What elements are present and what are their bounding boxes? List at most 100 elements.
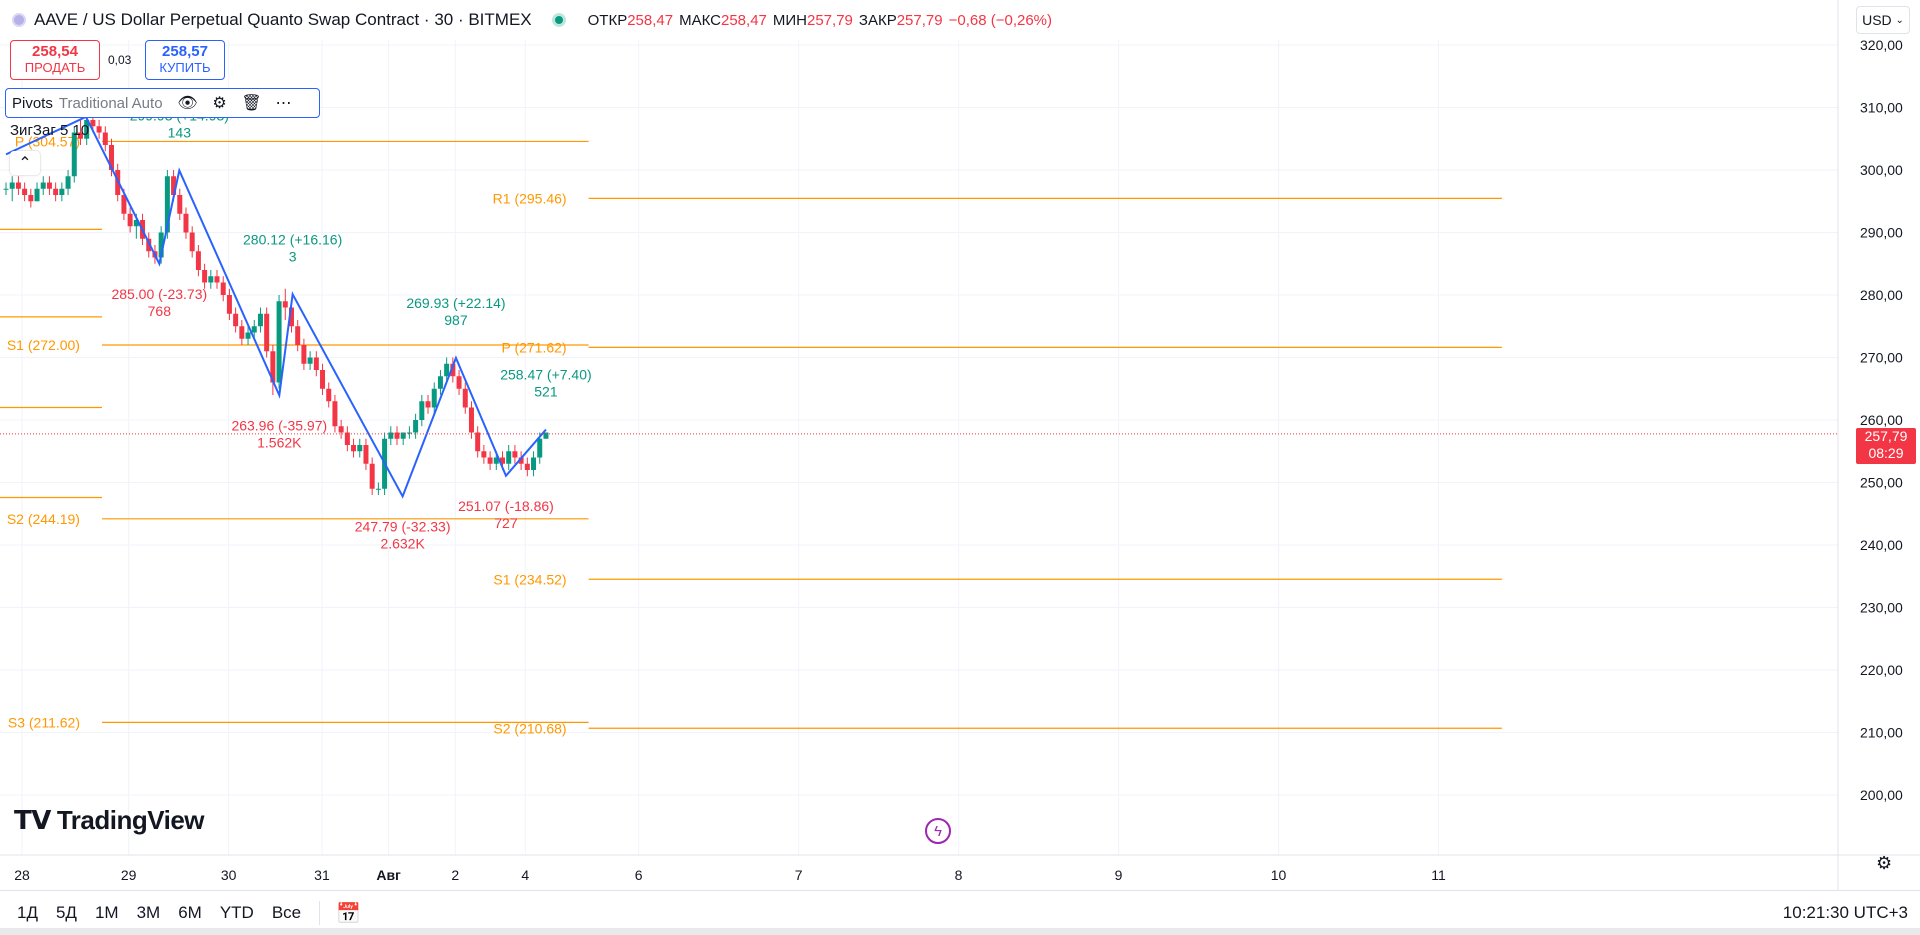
zigzag-volume-label: 727 [494, 515, 518, 531]
collapse-legend-button[interactable]: ⌃ [10, 151, 40, 175]
candle-body [276, 301, 282, 383]
sell-button[interactable]: 258,54 ПРОДАТЬ [10, 40, 100, 80]
last-price-value: 257,79 [1864, 428, 1908, 444]
range-all[interactable]: Все [271, 903, 302, 922]
y-tick-label: 240,00 [1860, 537, 1903, 553]
x-tick-label: 6 [635, 867, 643, 883]
candle-body [357, 445, 363, 452]
candle-body [406, 432, 412, 434]
range-6m[interactable]: 6М [178, 903, 202, 922]
settings-icon[interactable]: ⚙ [212, 95, 227, 112]
x-tick-label: 31 [314, 867, 330, 883]
zigzag-pivot-label: 258.47 (+7.40) [500, 367, 591, 383]
y-tick-label: 320,00 [1860, 37, 1903, 53]
candle-body [307, 357, 313, 364]
candle-body [59, 188, 65, 195]
low-value: 257,79 [807, 11, 853, 29]
tradingview-logo[interactable]: 𝗧𝗩 TradingView [14, 805, 205, 835]
zigzag-pivot-label: 280.12 (+16.16) [243, 231, 342, 247]
pivots-indicator-legend[interactable]: Pivots Traditional Auto 👁 ⚙ 🗑 ⋯ [5, 88, 320, 118]
zigzag-indicator-legend[interactable]: ЗигЗаг 5 10 [10, 122, 90, 139]
countdown-value: 08:29 [1868, 445, 1904, 461]
zigzag-volume-label: 521 [534, 384, 558, 400]
price-chart[interactable]: 320,00310,00300,00290,00280,00270,00260,… [0, 0, 1920, 890]
y-tick-label: 200,00 [1860, 787, 1903, 803]
range-ytd[interactable]: YTD [219, 903, 254, 922]
tradingview-mark-icon: 𝗧𝗩 [14, 805, 51, 835]
candle-body [208, 276, 214, 283]
buy-button[interactable]: 258,57 КУПИТЬ [145, 40, 225, 80]
candle-body [195, 251, 201, 270]
currency-select[interactable]: USD ⌄ [1856, 6, 1910, 34]
pivot-label: R1 (295.46) [493, 190, 567, 206]
y-tick-label: 230,00 [1860, 600, 1903, 616]
pivot-label: S1 (234.52) [493, 571, 566, 587]
y-tick-label: 300,00 [1860, 162, 1903, 178]
zigzag-pivot-label: 285.00 (-23.73) [111, 286, 207, 302]
range-1d[interactable]: 1Д [17, 903, 38, 922]
candle-body [53, 188, 59, 195]
candle-body [146, 238, 152, 252]
candle-body [462, 388, 468, 408]
symbol-title[interactable]: AAVE / US Dollar Perpetual Quanto Swap C… [34, 10, 532, 29]
indicator-name: Pivots [12, 94, 53, 112]
candle-body [388, 432, 394, 439]
clock[interactable]: 10:21:30 UTC+3 [1782, 903, 1908, 922]
candle-body [468, 407, 474, 433]
chart-header: AAVE / US Dollar Perpetual Quanto Swap C… [0, 0, 1850, 40]
trash-icon[interactable]: 🗑 [241, 95, 262, 112]
close-label: ЗАКР [858, 11, 897, 29]
x-tick-label: 4 [521, 867, 529, 883]
pivot-label: S2 (210.68) [493, 720, 566, 736]
bottom-toolbar: 1Д 5Д 1М 3М 6М YTD Все 📅 10:21:30 UTC+3 [0, 890, 1920, 935]
candle-body [183, 213, 189, 233]
zigzag-volume-label: 1.562K [257, 434, 302, 450]
range-3m[interactable]: 3М [136, 903, 161, 922]
horizontal-scrollbar[interactable] [0, 928, 1920, 935]
zigzag-pivot-label: 247.79 (-32.33) [355, 518, 451, 534]
eye-icon[interactable]: 👁 [177, 95, 198, 112]
axis-settings-icon[interactable]: ⚙ [1876, 853, 1893, 873]
candle-body [425, 401, 431, 408]
candle-body [400, 432, 406, 439]
candle-body [282, 301, 288, 308]
lightning-icon[interactable]: ϟ [925, 818, 951, 844]
candle-body [531, 457, 537, 470]
candle-body [189, 232, 195, 252]
candle-body [363, 445, 369, 464]
y-tick-label: 290,00 [1860, 225, 1903, 241]
range-5d[interactable]: 5Д [55, 903, 77, 922]
candle-body [127, 213, 133, 227]
high-value: 258,47 [721, 11, 767, 29]
candle-body [133, 220, 139, 227]
candle-body [28, 195, 34, 202]
candle-body [394, 432, 400, 439]
candle-body [444, 363, 450, 377]
candle-body [506, 451, 512, 464]
candle-body [369, 463, 375, 489]
x-tick-label: 29 [121, 867, 137, 883]
zigzag-pivot-label: 251.07 (-18.86) [458, 498, 554, 514]
pivot-label: P (304.57) [15, 133, 80, 149]
candle-body [518, 457, 524, 464]
candle-body [512, 451, 518, 458]
candle-body [233, 313, 239, 327]
y-tick-label: 210,00 [1860, 725, 1903, 741]
pivot-label: S1 (272.00) [7, 337, 80, 353]
calendar-icon[interactable]: 📅 [336, 902, 362, 925]
candle-body [77, 132, 83, 139]
candle-body [487, 457, 493, 464]
chevron-up-icon: ⌃ [18, 155, 32, 172]
candle-body [202, 270, 208, 283]
symbol-logo-icon [12, 13, 26, 27]
candle-body [500, 457, 506, 464]
y-tick-label: 270,00 [1860, 350, 1903, 366]
zigzag-volume-label: 2.632K [380, 535, 425, 551]
candle-body [375, 488, 381, 490]
candle-body [543, 432, 549, 439]
candle-body [46, 182, 52, 189]
more-icon[interactable]: ⋯ [275, 95, 292, 112]
candle-body [71, 132, 77, 177]
candle-body [257, 313, 263, 327]
range-1m[interactable]: 1М [94, 903, 119, 922]
